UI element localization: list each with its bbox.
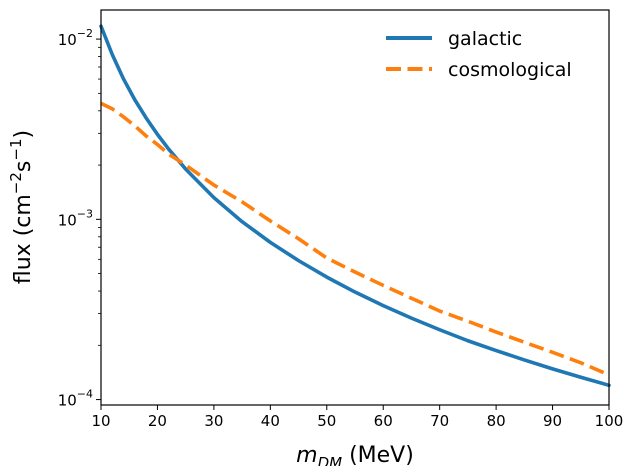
series-line-cosmological	[100, 101, 610, 377]
plot-frame	[100, 9, 610, 406]
legend: galactic cosmological	[374, 18, 604, 90]
y-tick-label: 10−4	[58, 388, 93, 410]
series-line-galactic	[99, 24, 611, 388]
x-tick-label: 70	[430, 412, 449, 430]
y-tick-label: 10−2	[58, 27, 93, 49]
y-axis-label-main: flux (cm	[11, 194, 36, 284]
x-tick-label: 40	[261, 412, 280, 430]
x-axis-label-unit: (MeV)	[342, 443, 414, 466]
y-axis-label-mid: s	[11, 161, 36, 172]
legend-label-cosmological: cosmological	[448, 59, 572, 81]
x-tick-label: 50	[317, 412, 336, 430]
x-tick-label: 100	[595, 412, 624, 430]
y-axis-label-end: )	[11, 130, 36, 139]
x-axis-label-main: m	[296, 443, 317, 466]
x-tick-label: 10	[91, 412, 110, 430]
x-tick-label: 20	[148, 412, 167, 430]
x-axis-label: mDM (MeV)	[296, 443, 414, 466]
y-axis-label: flux (cm−2s−1)	[7, 130, 36, 284]
x-axis-label-subscript: DM	[318, 454, 343, 466]
y-axis-label-exp2: −1	[7, 138, 25, 160]
x-tick-label: 80	[487, 412, 506, 430]
y-tick-label: 10−3	[58, 207, 93, 229]
x-tick-label: 30	[204, 412, 223, 430]
x-tick-label: 90	[543, 412, 562, 430]
series-lines	[99, 24, 611, 388]
legend-label-galactic: galactic	[448, 28, 522, 50]
axis-ticks: 10 20 30 40 50 60 70 80 90 100 10−2 10−3 10−4	[58, 27, 624, 430]
y-axis-label-exp1: −2	[7, 172, 25, 194]
x-tick-label: 60	[374, 412, 393, 430]
legend-box	[374, 18, 604, 90]
